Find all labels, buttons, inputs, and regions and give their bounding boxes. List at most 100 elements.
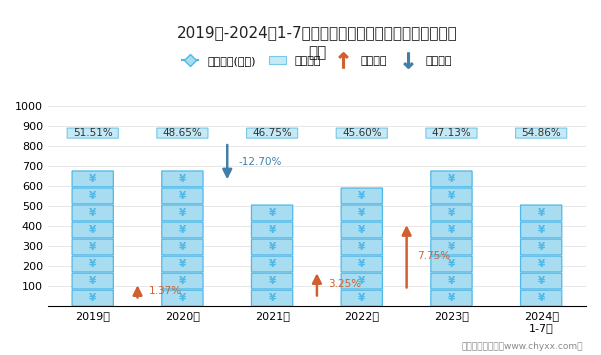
FancyBboxPatch shape xyxy=(341,256,382,272)
Text: 48.65%: 48.65% xyxy=(162,128,203,138)
Text: ¥: ¥ xyxy=(178,174,186,184)
Text: ¥: ¥ xyxy=(178,208,186,218)
FancyBboxPatch shape xyxy=(72,290,114,306)
FancyBboxPatch shape xyxy=(341,205,382,221)
Text: ¥: ¥ xyxy=(89,225,96,235)
FancyBboxPatch shape xyxy=(520,222,562,238)
FancyBboxPatch shape xyxy=(431,290,472,306)
Text: ¥: ¥ xyxy=(89,276,96,286)
FancyBboxPatch shape xyxy=(431,171,472,187)
Text: ¥: ¥ xyxy=(537,259,545,269)
FancyBboxPatch shape xyxy=(341,290,382,306)
Text: ¥: ¥ xyxy=(358,276,365,286)
Text: ¥: ¥ xyxy=(448,276,455,286)
Text: ¥: ¥ xyxy=(178,191,186,201)
Text: ¥: ¥ xyxy=(358,259,365,269)
Text: ¥: ¥ xyxy=(178,259,186,269)
FancyBboxPatch shape xyxy=(162,256,203,272)
Text: ¥: ¥ xyxy=(537,225,545,235)
Text: ¥: ¥ xyxy=(448,259,455,269)
FancyBboxPatch shape xyxy=(520,256,562,272)
FancyBboxPatch shape xyxy=(251,222,293,238)
Text: 46.75%: 46.75% xyxy=(252,128,292,138)
FancyBboxPatch shape xyxy=(72,222,114,238)
FancyBboxPatch shape xyxy=(341,273,382,289)
Text: ¥: ¥ xyxy=(537,293,545,303)
Text: ¥: ¥ xyxy=(269,242,276,252)
Text: ¥: ¥ xyxy=(178,225,186,235)
FancyBboxPatch shape xyxy=(162,171,203,187)
FancyBboxPatch shape xyxy=(251,290,293,306)
Text: 51.51%: 51.51% xyxy=(73,128,112,138)
FancyBboxPatch shape xyxy=(431,239,472,255)
Text: ¥: ¥ xyxy=(537,208,545,218)
FancyBboxPatch shape xyxy=(162,239,203,255)
FancyBboxPatch shape xyxy=(520,290,562,306)
FancyBboxPatch shape xyxy=(162,273,203,289)
FancyBboxPatch shape xyxy=(426,128,477,138)
Text: ¥: ¥ xyxy=(178,293,186,303)
Text: ¥: ¥ xyxy=(537,242,545,252)
Text: ¥: ¥ xyxy=(358,293,365,303)
FancyBboxPatch shape xyxy=(251,239,293,255)
FancyBboxPatch shape xyxy=(72,171,114,187)
FancyBboxPatch shape xyxy=(431,273,472,289)
Text: ¥: ¥ xyxy=(448,208,455,218)
Text: ¥: ¥ xyxy=(358,191,365,201)
FancyBboxPatch shape xyxy=(431,205,472,221)
Text: ¥: ¥ xyxy=(89,191,96,201)
Text: ¥: ¥ xyxy=(178,276,186,286)
Text: 47.13%: 47.13% xyxy=(432,128,471,138)
FancyBboxPatch shape xyxy=(431,188,472,204)
Text: ¥: ¥ xyxy=(269,225,276,235)
FancyBboxPatch shape xyxy=(72,239,114,255)
FancyBboxPatch shape xyxy=(431,222,472,238)
Text: ¥: ¥ xyxy=(448,191,455,201)
Text: ¥: ¥ xyxy=(89,259,96,269)
Text: ¥: ¥ xyxy=(358,225,365,235)
Text: ¥: ¥ xyxy=(448,225,455,235)
Text: ¥: ¥ xyxy=(448,293,455,303)
FancyBboxPatch shape xyxy=(72,188,114,204)
Text: ¥: ¥ xyxy=(537,276,545,286)
FancyBboxPatch shape xyxy=(162,290,203,306)
FancyBboxPatch shape xyxy=(157,128,208,138)
Text: ¥: ¥ xyxy=(358,242,365,252)
FancyBboxPatch shape xyxy=(162,205,203,221)
FancyBboxPatch shape xyxy=(67,128,118,138)
Legend: 累计保费(亿元), 寿险占比, 同比增加, 同比减少: 累计保费(亿元), 寿险占比, 同比增加, 同比减少 xyxy=(177,51,457,70)
Text: ¥: ¥ xyxy=(89,293,96,303)
Text: 3.25%: 3.25% xyxy=(328,279,361,289)
Text: ¥: ¥ xyxy=(89,242,96,252)
Text: 7.75%: 7.75% xyxy=(417,251,451,261)
FancyBboxPatch shape xyxy=(251,205,293,221)
FancyBboxPatch shape xyxy=(246,128,297,138)
FancyBboxPatch shape xyxy=(162,222,203,238)
FancyBboxPatch shape xyxy=(72,273,114,289)
Text: ¥: ¥ xyxy=(178,242,186,252)
Text: ¥: ¥ xyxy=(269,208,276,218)
Text: 1.37%: 1.37% xyxy=(148,286,182,296)
FancyBboxPatch shape xyxy=(341,188,382,204)
FancyBboxPatch shape xyxy=(520,273,562,289)
Text: 45.60%: 45.60% xyxy=(342,128,382,138)
Text: 制图：智研咨询（www.chyxx.com）: 制图：智研咨询（www.chyxx.com） xyxy=(462,343,583,351)
FancyBboxPatch shape xyxy=(341,239,382,255)
Text: -12.70%: -12.70% xyxy=(238,157,281,167)
Text: ¥: ¥ xyxy=(358,208,365,218)
Text: ¥: ¥ xyxy=(269,276,276,286)
FancyBboxPatch shape xyxy=(341,222,382,238)
FancyBboxPatch shape xyxy=(251,273,293,289)
Title: 2019年-2024年1-7月内蒙古自治区累计原保险保费收入统
计图: 2019年-2024年1-7月内蒙古自治区累计原保险保费收入统 计图 xyxy=(177,26,457,60)
Text: ¥: ¥ xyxy=(269,293,276,303)
FancyBboxPatch shape xyxy=(520,239,562,255)
FancyBboxPatch shape xyxy=(162,188,203,204)
FancyBboxPatch shape xyxy=(520,205,562,221)
FancyBboxPatch shape xyxy=(431,256,472,272)
FancyBboxPatch shape xyxy=(251,256,293,272)
Text: ¥: ¥ xyxy=(269,259,276,269)
Text: 54.86%: 54.86% xyxy=(521,128,561,138)
Text: ¥: ¥ xyxy=(448,174,455,184)
Text: ¥: ¥ xyxy=(448,242,455,252)
Text: ¥: ¥ xyxy=(89,174,96,184)
